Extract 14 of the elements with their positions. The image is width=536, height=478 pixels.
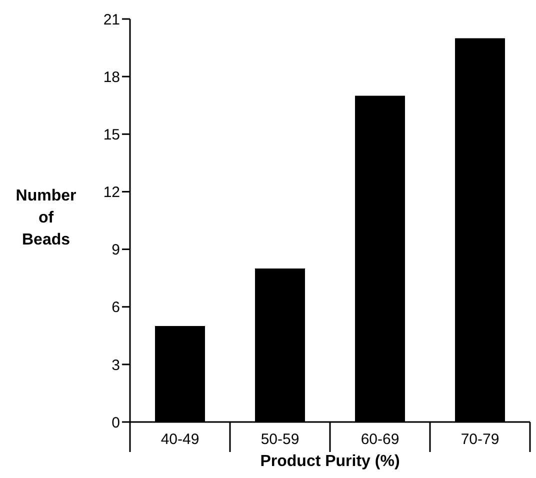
y-tick-label: 21 — [103, 11, 120, 28]
x-tick-label: 50-59 — [260, 431, 300, 448]
y-tick-label: 3 — [112, 356, 120, 374]
y-tick-label: 15 — [103, 126, 120, 144]
x-axis-title: Product Purity (%) — [260, 453, 400, 470]
x-tick-label: 60-69 — [360, 431, 400, 448]
x-tick-label: 40-49 — [160, 431, 200, 448]
x-tick-label: 70-79 — [460, 431, 500, 448]
y-tick-label: 9 — [112, 242, 120, 259]
y-tick-label: 18 — [103, 68, 120, 86]
y-tick-label: 6 — [112, 299, 120, 316]
y-tick-label: 12 — [103, 184, 120, 202]
y-axis-title: Number of Beads — [16, 188, 76, 248]
y-tick-label: 0 — [112, 414, 120, 432]
